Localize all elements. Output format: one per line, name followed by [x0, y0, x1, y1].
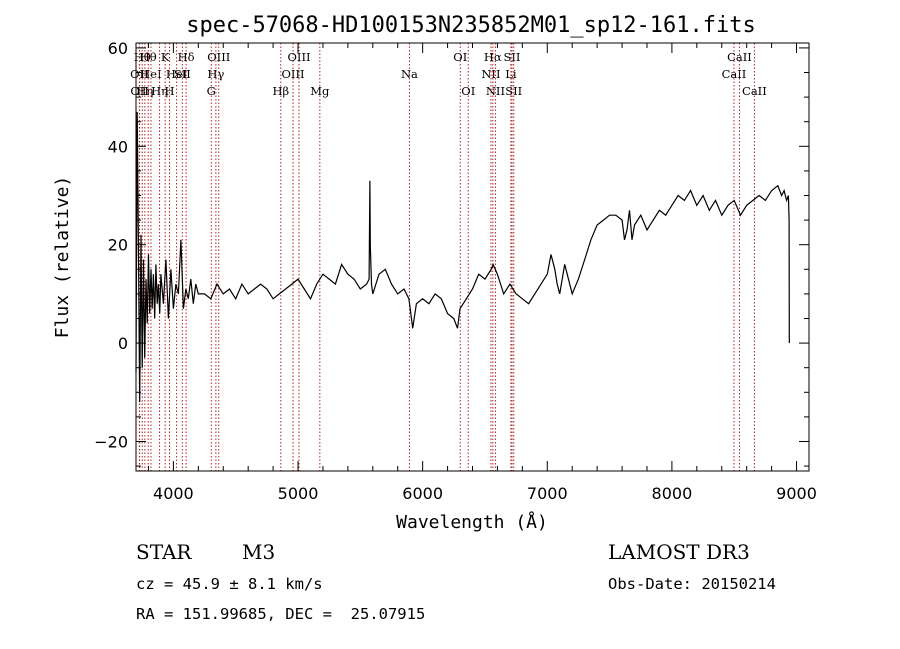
- plot-frame: [135, 42, 810, 472]
- spectral-line-label: K: [161, 50, 170, 64]
- spectral-line-label: CaII: [742, 84, 767, 98]
- chart-title: spec-57068-HD100153N235852M01_sp12-161.f…: [186, 13, 756, 38]
- x-tick-label: 7000: [527, 484, 568, 503]
- survey-name: LAMOST DR3: [608, 540, 750, 564]
- spectral-line-label: Na: [401, 67, 418, 81]
- spectral-line-label: NII: [481, 67, 500, 81]
- spectral-line-label: OIII: [287, 50, 310, 64]
- sky-coordinates: RA = 151.99685, DEC = 25.07915: [136, 605, 425, 623]
- x-tick-label: 6000: [402, 484, 443, 503]
- x-tick-label: 9000: [776, 484, 817, 503]
- redshift-velocity: cz = 45.9 ± 8.1 km/s: [136, 575, 323, 593]
- y-tick-label: 60: [108, 39, 128, 58]
- x-axis-label: Wavelength (Å): [396, 511, 548, 533]
- spectral-line-label: Hα: [484, 50, 502, 64]
- y-tick-label: 0: [118, 334, 128, 353]
- spectral-line-label: NII: [486, 84, 505, 98]
- y-tick-label: 40: [108, 137, 128, 156]
- spectral-line-label: OIII: [282, 67, 305, 81]
- spectral-line-label: Hβ: [272, 84, 289, 98]
- spectral-line-label: Mg: [310, 84, 330, 98]
- spectral-line-label: G: [207, 84, 216, 98]
- spectral-line-label: Li: [505, 67, 517, 81]
- spectral-line-label: OI: [461, 84, 475, 98]
- x-tick-label: 5000: [278, 484, 319, 503]
- spectral-line-label: SII: [505, 84, 522, 98]
- spectral-line-label: OII: [130, 67, 149, 81]
- spectral-line-label: Hθ: [140, 50, 157, 64]
- y-tick-label: −20: [94, 432, 128, 451]
- object-class: STAR: [136, 540, 192, 564]
- spectral-line-label: OI: [453, 50, 467, 64]
- y-tick-label: 20: [108, 236, 128, 255]
- observation-date: Obs-Date: 20150214: [608, 575, 776, 593]
- spectral-line-label: CaII: [722, 67, 747, 81]
- spectral-line-label: Hδ: [178, 50, 195, 64]
- y-axis-label: Flux (relative): [52, 176, 73, 339]
- spectral-line-label: HeI: [140, 67, 161, 81]
- axis-ticks: 4000 5000 6000 7000 8000 9000 −20 0 20 40 60: [94, 39, 817, 503]
- spectral-line-label: SII: [174, 67, 191, 81]
- spectral-line-label: Hγ: [207, 67, 224, 81]
- object-subclass: M3: [242, 540, 275, 564]
- spectral-line-label: Hθ: [134, 50, 151, 64]
- spectral-line-label: Hη: [151, 84, 168, 98]
- x-tick-label: 8000: [652, 484, 693, 503]
- x-tick-label: 4000: [153, 484, 194, 503]
- spectral-line-label: HeI: [166, 67, 187, 81]
- spectral-line-label: CaII: [727, 50, 752, 64]
- spectral-line-label: SII: [504, 50, 521, 64]
- spectrum-line: [135, 111, 790, 403]
- spectral-line-label: OIII: [207, 50, 230, 64]
- spectral-line-markers: OIIOIIHθHηHθHeIHηKHHeISIIHδGHγOIIIHβOIII…: [130, 43, 767, 471]
- spectral-line-label: Hη: [136, 84, 153, 98]
- spectral-line-label: H: [165, 84, 175, 98]
- spectral-line-label: OII: [130, 84, 149, 98]
